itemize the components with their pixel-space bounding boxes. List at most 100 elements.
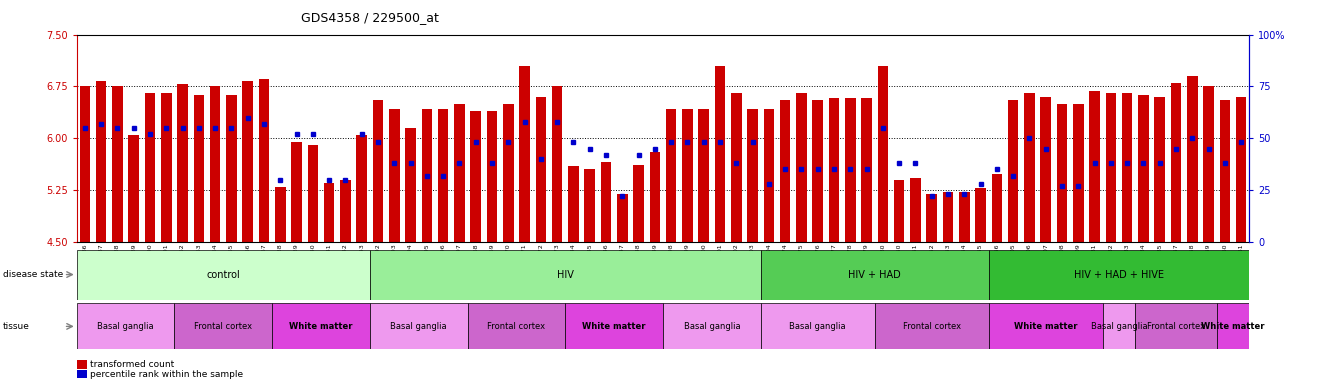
Bar [861,98,871,242]
Bar [242,81,253,242]
Bar [77,303,175,349]
Bar [910,178,920,242]
Bar [764,109,775,242]
Text: HIV: HIV [557,270,574,280]
Bar [175,303,272,349]
Bar [193,95,204,242]
Text: GDS4358 / 229500_at: GDS4358 / 229500_at [301,12,439,25]
Text: Frontal cortex: Frontal cortex [1147,322,1206,331]
Bar [666,109,677,242]
Bar [958,192,969,242]
Bar [370,303,468,349]
Bar [1203,86,1214,242]
Text: White matter: White matter [583,322,646,331]
Bar [340,180,350,242]
Bar [1122,93,1133,242]
Bar [259,79,270,242]
Bar [617,194,628,242]
Bar [633,164,644,242]
Text: tissue: tissue [3,322,29,331]
Bar [373,100,383,242]
Bar [1171,83,1182,242]
Bar [1220,100,1231,242]
Bar [551,86,562,242]
Bar [520,66,530,242]
Bar [992,174,1002,242]
Bar [1073,104,1084,242]
Text: HIV + HAD + HIVE: HIV + HAD + HIVE [1073,270,1163,280]
Bar [943,192,953,242]
Bar [324,183,334,242]
Bar [177,84,188,242]
Text: Basal ganglia: Basal ganglia [390,322,447,331]
Bar [894,180,904,242]
Text: transformed count: transformed count [90,360,175,369]
Bar [747,109,758,242]
Bar [600,162,611,242]
Bar [1007,100,1018,242]
Bar [698,109,709,242]
Bar [1025,93,1035,242]
Bar [370,250,760,300]
Bar [226,95,237,242]
Bar [989,303,1103,349]
Bar [210,86,221,242]
Bar [357,135,368,242]
Bar [1089,91,1100,242]
Text: Basal ganglia: Basal ganglia [1091,322,1147,331]
Bar [79,86,90,242]
Text: percentile rank within the sample: percentile rank within the sample [90,369,243,379]
Bar [77,250,370,300]
Bar [1138,95,1149,242]
Bar [438,109,448,242]
Bar [128,135,139,242]
Text: White matter: White matter [1014,322,1077,331]
Bar [1136,303,1216,349]
Bar [566,303,662,349]
Bar [161,93,172,242]
Bar [875,303,989,349]
Bar [1236,97,1247,242]
Text: Basal ganglia: Basal ganglia [789,322,846,331]
Text: Frontal cortex: Frontal cortex [903,322,961,331]
Bar [796,93,806,242]
Bar [112,86,123,242]
Bar [780,100,791,242]
Bar [1105,93,1116,242]
Bar [1040,97,1051,242]
Bar [584,169,595,242]
Bar [1216,303,1249,349]
Bar [649,152,660,242]
Bar [989,250,1249,300]
Bar [1103,303,1136,349]
Text: disease state: disease state [3,270,63,279]
Text: White matter: White matter [290,322,353,331]
Bar [760,250,989,300]
Text: White matter: White matter [1202,322,1265,331]
Text: HIV + HAD: HIV + HAD [849,270,902,280]
Bar [144,93,155,242]
Bar [813,100,824,242]
Bar [471,111,481,242]
Bar [682,109,693,242]
Bar [502,104,513,242]
Bar [455,104,465,242]
Bar [275,187,286,242]
Bar [1187,76,1198,242]
Text: Basal ganglia: Basal ganglia [683,322,740,331]
Bar [389,109,399,242]
Bar [535,97,546,242]
Bar [272,303,370,349]
Bar [715,66,726,242]
Bar [568,166,579,242]
Bar [845,98,855,242]
Bar [291,142,301,242]
Text: Frontal cortex: Frontal cortex [194,322,253,331]
Bar [1154,97,1165,242]
Bar [662,303,760,349]
Bar [927,194,937,242]
Bar [829,98,839,242]
Text: control: control [206,270,241,280]
Bar [486,111,497,242]
Bar [760,303,875,349]
